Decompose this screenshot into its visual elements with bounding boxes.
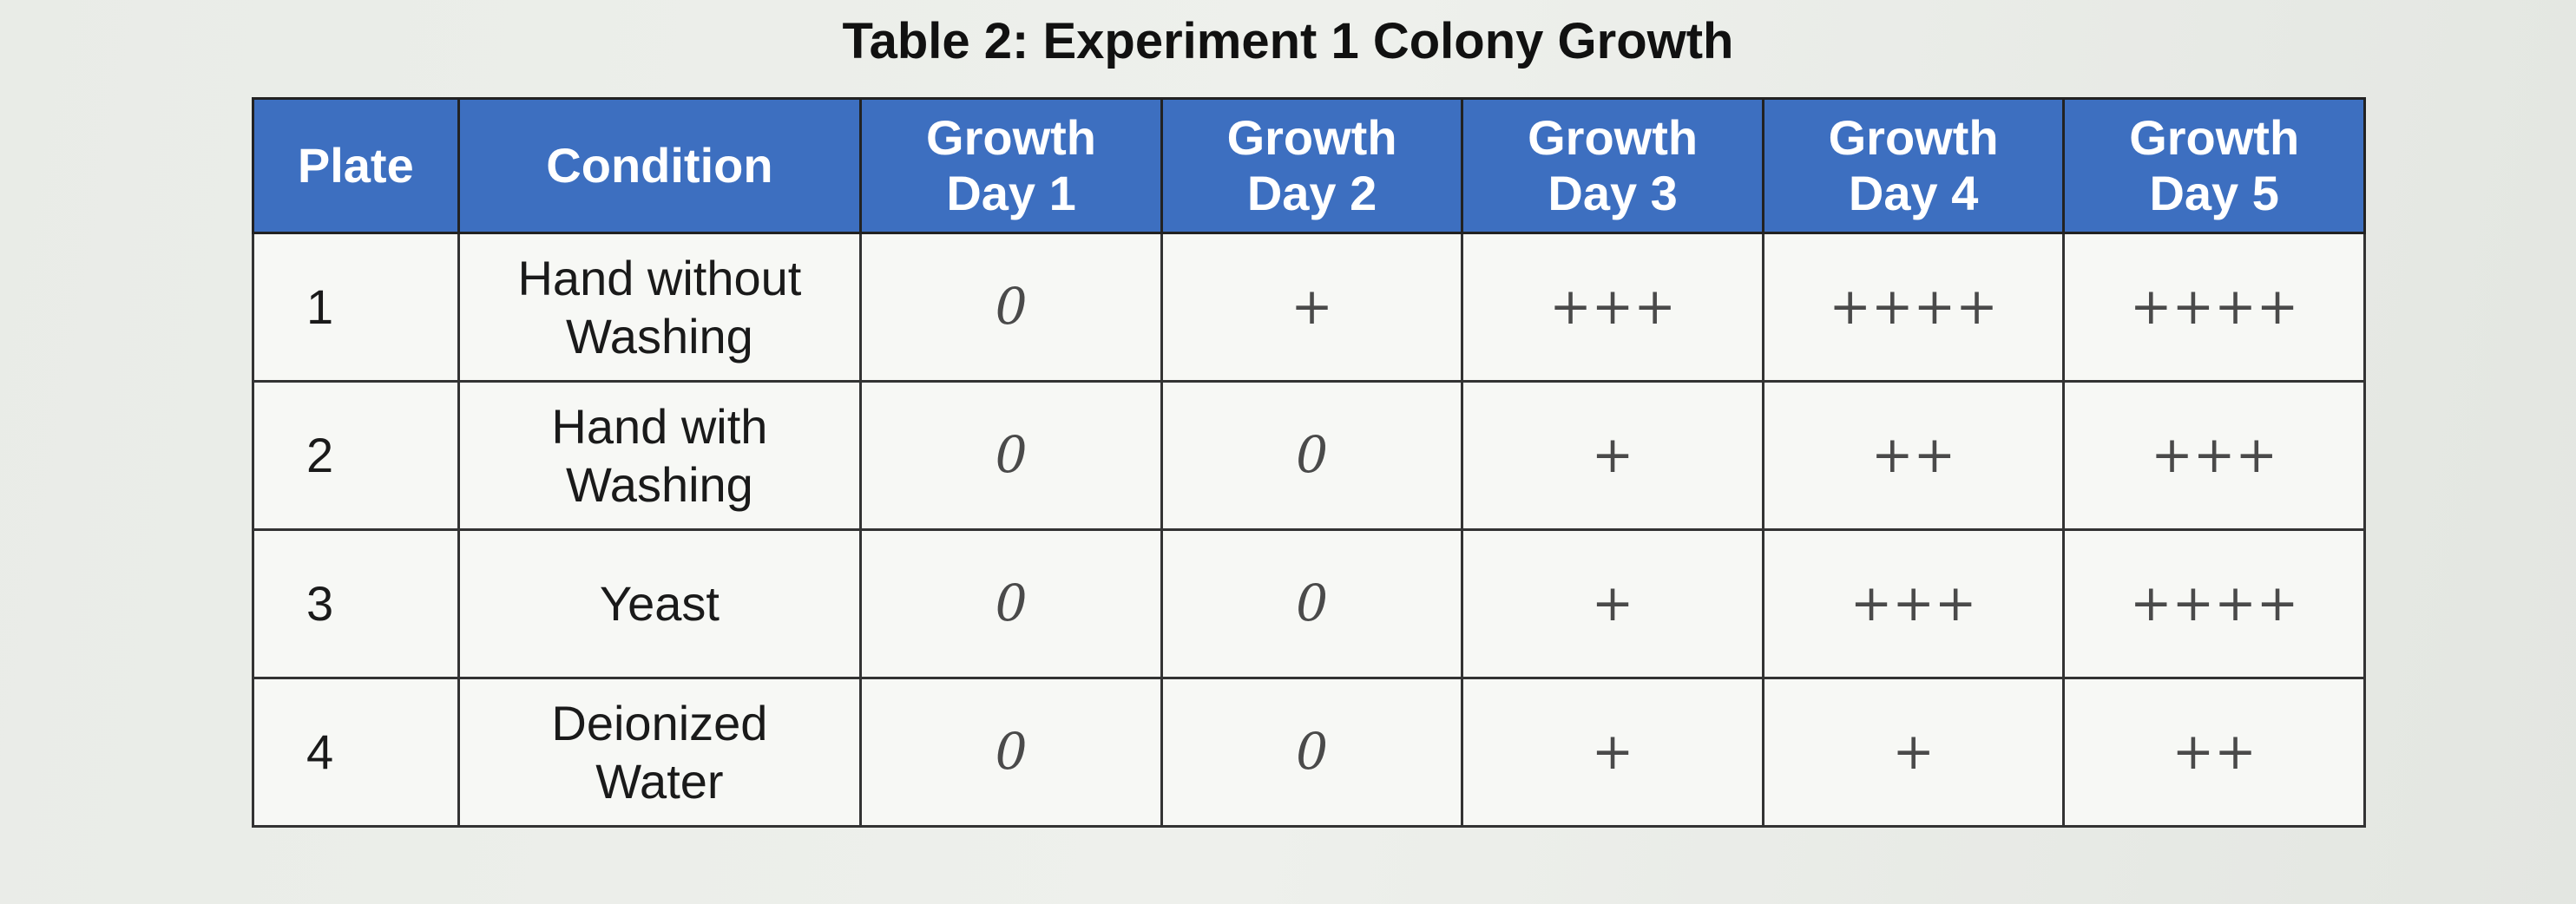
growth-cell: + — [1761, 677, 2066, 828]
condition-cell: Deionized Water — [457, 677, 863, 828]
cell-text: 4 — [306, 724, 334, 780]
growth-cell: 0 — [859, 677, 1163, 828]
growth-cell: +++ — [2062, 380, 2366, 531]
cell-text: Hand with Washing — [551, 398, 768, 512]
growth-cell: 0 — [1160, 528, 1464, 679]
cell-text: 1 — [306, 279, 334, 335]
header-cell: Growth Day 4 — [1761, 97, 2066, 234]
cell-text: ++++ — [2130, 277, 2299, 337]
table-title: Table 2: Experiment 1 Colony Growth — [842, 13, 1734, 69]
plate-cell: 4 — [252, 677, 460, 828]
cell-text: 0 — [995, 573, 1028, 633]
cell-text: 0 — [995, 425, 1028, 485]
growth-cell: 0 — [1160, 677, 1464, 828]
growth-cell: 0 — [1160, 380, 1464, 531]
plate-cell: 2 — [252, 380, 460, 531]
cell-text: 0 — [1296, 573, 1329, 633]
cell-text: ++++ — [2130, 573, 2299, 633]
table-row: 4 Deionized Water 0 0 + + ++ — [252, 677, 2366, 828]
cell-text: ++ — [1871, 425, 1956, 485]
growth-cell: ++ — [1761, 380, 2066, 531]
cell-text: +++ — [1549, 277, 1676, 337]
table-row: 1 Hand without Washing 0 + +++ ++++ ++++ — [252, 232, 2366, 383]
header-cell: Growth Day 5 — [2062, 97, 2366, 234]
cell-text: Deionized Water — [551, 695, 768, 809]
table-row: 3 Yeast 0 0 + +++ ++++ — [252, 528, 2366, 679]
cell-text: Hand without Washing — [517, 250, 802, 364]
cell-text: 0 — [995, 277, 1028, 337]
growth-cell: 0 — [859, 380, 1163, 531]
header-cell: Growth Day 2 — [1160, 97, 1464, 234]
cell-text: + — [1591, 425, 1634, 485]
growth-cell: + — [1461, 380, 1764, 531]
plate-cell: 1 — [252, 232, 460, 383]
growth-cell: ++++ — [2062, 528, 2366, 679]
growth-cell: ++++ — [2062, 232, 2366, 383]
growth-cell: + — [1461, 677, 1764, 828]
header-row: Plate Condition Growth Day 1 Growth Day 2 Gr… — [252, 97, 2366, 234]
cell-text: + — [1892, 722, 1935, 782]
cell-text: ++++ — [1829, 277, 1998, 337]
cell-text: 0 — [1296, 425, 1329, 485]
cell-text: + — [1291, 277, 1333, 337]
growth-cell: + — [1160, 232, 1464, 383]
header-text: Growth Day 3 — [1528, 109, 1699, 220]
table-body: 1 Hand without Washing 0 + +++ ++++ ++++ 2 Hand … — [252, 232, 2366, 828]
cell-text: ++ — [2172, 722, 2257, 782]
cell-text: 3 — [306, 576, 334, 632]
header-cell: Growth Day 1 — [859, 97, 1163, 234]
header-text: Growth Day 1 — [926, 109, 1097, 220]
condition-cell: Hand without Washing — [457, 232, 863, 383]
cell-text: + — [1591, 722, 1634, 782]
cell-text: 2 — [306, 428, 334, 483]
cell-text: +++ — [2151, 425, 2278, 485]
growth-cell: 0 — [859, 528, 1163, 679]
cell-text: + — [1591, 573, 1634, 633]
header-cell: Growth Day 3 — [1461, 97, 1764, 234]
header-text: Growth Day 5 — [2129, 109, 2300, 220]
growth-cell: + — [1461, 528, 1764, 679]
growth-cell: ++++ — [1761, 232, 2066, 383]
cell-text: 0 — [995, 722, 1028, 782]
growth-cell: +++ — [1461, 232, 1764, 383]
cell-text: Yeast — [599, 576, 720, 632]
header-text: Growth Day 2 — [1226, 109, 1397, 220]
cell-text: +++ — [1850, 573, 1977, 633]
condition-cell: Yeast — [457, 528, 863, 679]
growth-cell: 0 — [859, 232, 1163, 383]
growth-cell: ++ — [2062, 677, 2366, 828]
growth-cell: +++ — [1761, 528, 2066, 679]
header-cell: Plate — [252, 97, 460, 234]
growth-table: Plate Condition Growth Day 1 Growth Day 2 Gr… — [252, 97, 2366, 828]
condition-cell: Hand with Washing — [457, 380, 863, 531]
header-text: Growth Day 4 — [1828, 109, 1999, 220]
table-row: 2 Hand with Washing 0 0 + ++ +++ — [252, 380, 2366, 531]
header-text: Plate — [297, 137, 414, 193]
plate-cell: 3 — [252, 528, 460, 679]
cell-text: 0 — [1296, 722, 1329, 782]
header-text: Condition — [546, 137, 773, 193]
header-cell: Condition — [457, 97, 863, 234]
